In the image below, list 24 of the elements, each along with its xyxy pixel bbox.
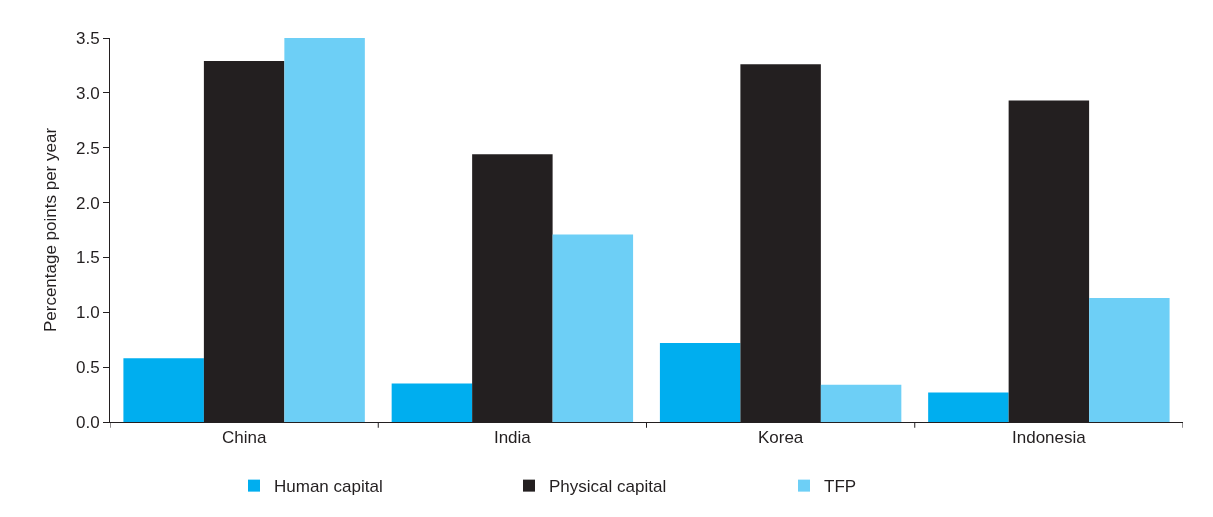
x-tick-label: China (221, 428, 267, 448)
x-tick-label: Korea (757, 428, 804, 448)
y-tick-label: 3.0 (75, 83, 100, 103)
bar (284, 38, 365, 422)
bar (552, 234, 634, 422)
y-tick-label: 0.0 (75, 412, 100, 432)
y-axis-title: Percentage points per year (40, 127, 60, 333)
legend-label: Human capital (274, 477, 383, 497)
bar (820, 384, 902, 422)
y-tick-label: 1.0 (75, 303, 100, 323)
y-tick-label: 1.5 (75, 248, 100, 268)
y-tick-label: 2.5 (75, 138, 100, 158)
y-tick-label: 0.5 (75, 358, 100, 378)
bar (659, 343, 741, 422)
bar (391, 383, 473, 422)
legend-label: TFP (824, 477, 857, 497)
bar (123, 358, 204, 422)
bar (928, 392, 1009, 422)
bar (1089, 298, 1170, 422)
x-tick-label: Indonesia (1012, 428, 1087, 448)
legend-label: Physical capital (549, 477, 667, 497)
y-tick-label: 2.0 (75, 193, 100, 213)
x-tick-label: India (493, 428, 532, 448)
y-tick-label: 3.5 (75, 28, 100, 48)
